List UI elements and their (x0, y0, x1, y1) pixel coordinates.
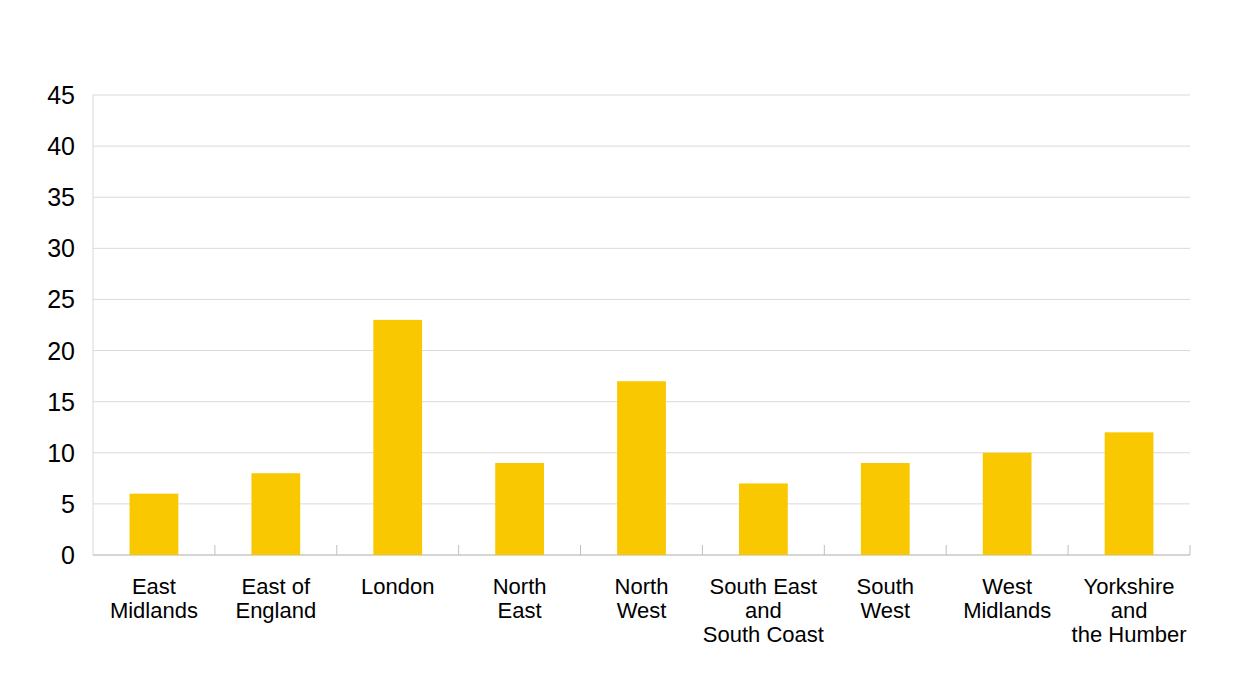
bar (739, 483, 788, 555)
chart: 051015202530354045EastMidlandsEast ofEng… (0, 0, 1250, 689)
label-line: North (493, 574, 547, 599)
x-tick (580, 545, 581, 555)
bar (495, 463, 544, 555)
y-tick-label: 35 (47, 183, 75, 211)
x-tick (214, 545, 215, 555)
y-tick-label: 5 (61, 490, 75, 518)
bar (373, 320, 422, 555)
label-line: South East (710, 574, 818, 599)
label-line: South (857, 574, 915, 599)
y-tick-label: 40 (47, 132, 75, 160)
bar (251, 473, 300, 555)
x-tick (458, 545, 459, 555)
bar (130, 494, 179, 555)
x-tick-label: WestMidlands (963, 574, 1051, 623)
label-line: West (617, 598, 667, 623)
grid-line (93, 95, 1190, 96)
x-tick (702, 545, 703, 555)
x-tick-label: East ofEngland (235, 574, 316, 623)
bar (617, 381, 666, 555)
x-tick (824, 545, 825, 555)
y-tick-label: 10 (47, 439, 75, 467)
label-line: Midlands (963, 598, 1051, 623)
label-line: and (1111, 598, 1148, 623)
x-tick-label: Yorkshireandthe Humber (1072, 574, 1187, 647)
bar (1105, 432, 1154, 555)
x-tick-label: South EastandSouth Coast (703, 574, 824, 647)
label-line: East of (242, 574, 311, 599)
grid-line (93, 299, 1190, 300)
x-tick (946, 545, 947, 555)
y-tick-label: 25 (47, 285, 75, 313)
y-tick-label: 0 (61, 541, 75, 569)
y-tick-label: 20 (47, 337, 75, 365)
label-line: South Coast (703, 622, 824, 647)
x-tick (1190, 545, 1191, 555)
grid-line (93, 350, 1190, 351)
x-tick-label: EastMidlands (110, 574, 198, 623)
label-line: and (745, 598, 782, 623)
y-tick-label: 30 (47, 234, 75, 262)
x-tick-label: London (361, 574, 434, 599)
label-line: West (982, 574, 1032, 599)
bars (130, 320, 1154, 555)
label-line: Yorkshire (1084, 574, 1175, 599)
label-line: the Humber (1072, 622, 1187, 647)
grid-line (93, 197, 1190, 198)
grid-line (93, 146, 1190, 147)
label-line: England (235, 598, 316, 623)
label-line: East (132, 574, 176, 599)
bar (861, 463, 910, 555)
x-tick-label: NorthEast (493, 574, 547, 623)
x-tick (336, 545, 337, 555)
y-axis-line (93, 95, 94, 555)
grid-line (93, 248, 1190, 249)
label-line: London (361, 574, 434, 599)
x-tick-label: NorthWest (615, 574, 669, 623)
y-tick-label: 45 (47, 81, 75, 109)
label-line: West (860, 598, 910, 623)
x-tick (1068, 545, 1069, 555)
bar (983, 453, 1032, 555)
x-tick-label: SouthWest (857, 574, 915, 623)
y-tick-label: 15 (47, 388, 75, 416)
label-line: East (498, 598, 542, 623)
label-line: Midlands (110, 598, 198, 623)
label-line: North (615, 574, 669, 599)
